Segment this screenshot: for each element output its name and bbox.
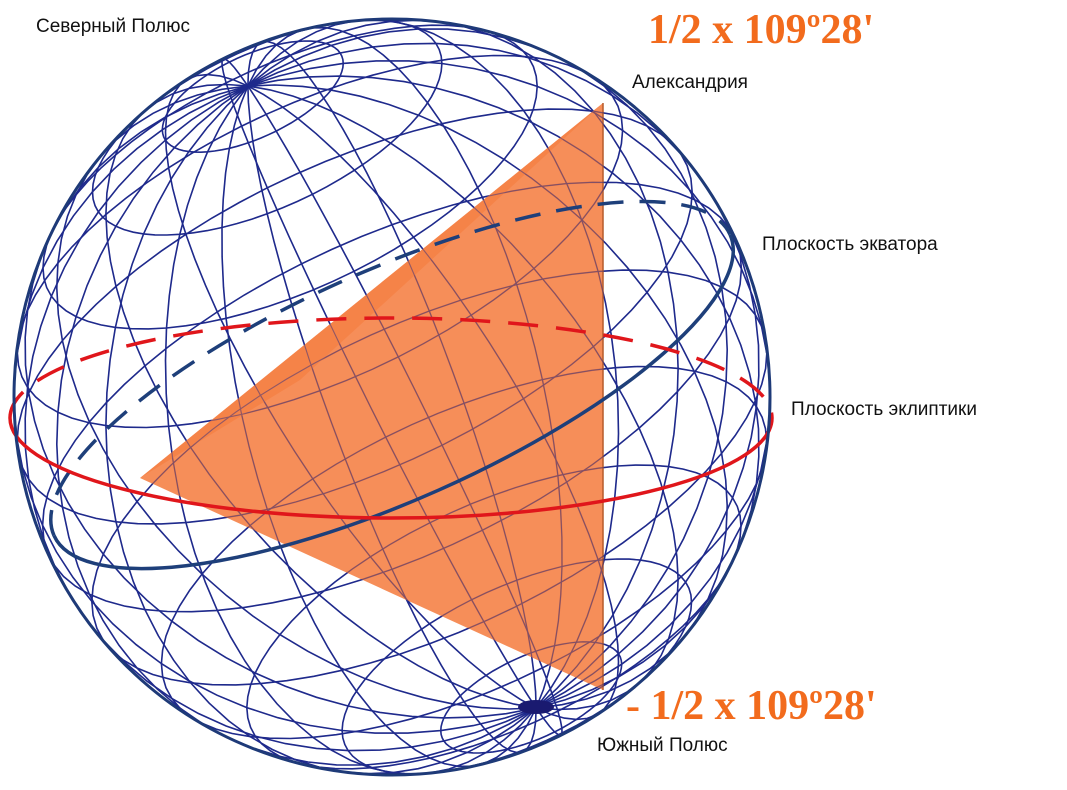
north-pole-label: Северный Полюс bbox=[36, 16, 190, 37]
grid-line bbox=[160, 365, 768, 740]
grid-line bbox=[161, 40, 344, 153]
grid-line bbox=[13, 85, 537, 734]
grid-line bbox=[247, 19, 679, 709]
top-angle-label: 1/2 x 109º28' bbox=[648, 7, 875, 53]
grid-line bbox=[91, 19, 443, 236]
alexandria-label: Александрия bbox=[632, 72, 748, 93]
grid-line bbox=[247, 28, 728, 709]
grid-line bbox=[91, 269, 768, 686]
ecliptic-ellipse-back bbox=[8, 316, 774, 419]
grid-line bbox=[105, 85, 537, 775]
equator-ellipse bbox=[49, 199, 735, 571]
sphere-outline bbox=[12, 17, 772, 777]
ecliptic-ellipse-front bbox=[8, 417, 774, 520]
grid-line bbox=[161, 40, 344, 154]
triangle-plane-main bbox=[140, 103, 603, 690]
grid-line bbox=[247, 75, 760, 709]
grid-line bbox=[42, 24, 538, 330]
grid-line bbox=[56, 85, 537, 766]
south-pole-label: Южный Полюс bbox=[597, 735, 728, 756]
grid-line bbox=[246, 464, 742, 770]
grid-line bbox=[247, 60, 771, 709]
ecliptic-plane-label: Плоскость эклиптики bbox=[791, 399, 977, 420]
grid-line bbox=[160, 365, 768, 740]
grid-through-plane bbox=[13, 19, 771, 775]
grid-line bbox=[24, 85, 537, 719]
grid-line bbox=[42, 181, 742, 613]
equator-plane-label: Плоскость экватора bbox=[762, 234, 938, 255]
grid-line bbox=[245, 464, 742, 770]
grid-line bbox=[440, 641, 623, 754]
south-pole-knot bbox=[518, 700, 554, 714]
bottom-angle-label: - 1/2 x 109º28' bbox=[626, 683, 877, 729]
grid-line bbox=[91, 19, 443, 236]
